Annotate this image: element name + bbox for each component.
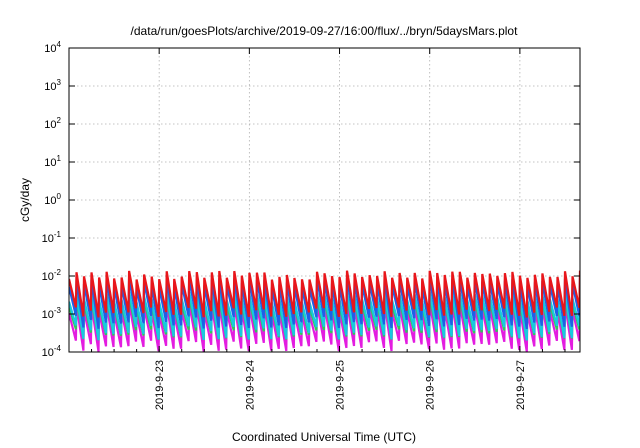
x-axis-label: Coordinated Universal Time (UTC) xyxy=(232,430,416,444)
chart-title: /data/run/goesPlots/archive/2019-09-27/1… xyxy=(131,24,519,38)
y-tick-label: 103 xyxy=(44,78,61,93)
x-tick-label: 2019-9-27 xyxy=(515,360,527,410)
y-axis: 10-4 10-3 10-2 10-1 100 101 102 103 104 xyxy=(42,40,580,359)
y-tick-label: 104 xyxy=(44,40,61,55)
x-axis: 2019-9-23 2019-9-24 2019-9-25 2019-9-26 2019… xyxy=(91,48,566,410)
y-axis-label: cGy/day xyxy=(18,178,32,222)
y-tick-label: 102 xyxy=(44,116,61,131)
y-tick-label: 100 xyxy=(44,192,61,207)
y-tick-label: 10-4 xyxy=(42,344,62,359)
x-tick-label: 2019-9-23 xyxy=(154,360,166,410)
x-tick-label: 2019-9-24 xyxy=(244,360,256,410)
y-tick-label: 10-3 xyxy=(42,306,62,321)
x-tick-label: 2019-9-26 xyxy=(425,360,437,410)
series-layer xyxy=(69,270,580,352)
y-tick-label: 10-1 xyxy=(42,230,62,245)
y-tick-label: 10-2 xyxy=(42,268,62,283)
series-line xyxy=(69,270,580,318)
x-tick-label: 2019-9-25 xyxy=(335,360,347,410)
y-tick-label: 101 xyxy=(44,154,61,169)
